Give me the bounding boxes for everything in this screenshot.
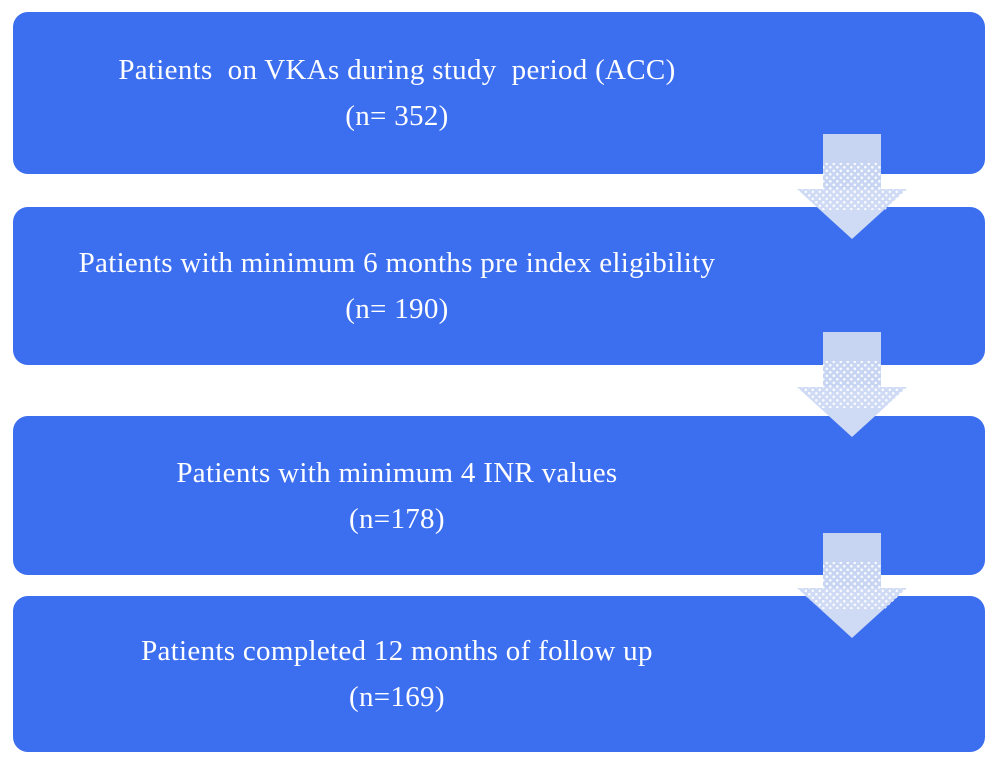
flow-step-3-text: Patients with minimum 4 INR values (n=17… xyxy=(13,450,781,542)
step-label: Patients with minimum 6 months pre index… xyxy=(78,247,716,279)
step-label: Patients completed 12 months of follow u… xyxy=(141,635,653,667)
step-label: Patients with minimum 4 INR values xyxy=(176,456,618,489)
flow-step-1: Patients on VKAs during study period (AC… xyxy=(13,12,985,174)
flow-step-2-text: Patients with minimum 6 months pre index… xyxy=(13,240,781,332)
down-arrow-icon xyxy=(797,134,907,239)
down-arrow-icon xyxy=(797,332,907,437)
flow-step-1-text: Patients on VKAs during study period (AC… xyxy=(13,47,781,139)
step-label: Patients on VKAs during study period (AC… xyxy=(118,54,676,86)
down-arrow-icon xyxy=(797,533,907,638)
step-count: (n= 352) xyxy=(345,100,449,132)
step-count: (n= 190) xyxy=(345,293,449,325)
step-count: (n=178) xyxy=(349,502,445,535)
flow-step-4-text: Patients completed 12 months of follow u… xyxy=(13,628,781,720)
flow-step-4: Patients completed 12 months of follow u… xyxy=(13,596,985,752)
step-count: (n=169) xyxy=(349,681,445,713)
